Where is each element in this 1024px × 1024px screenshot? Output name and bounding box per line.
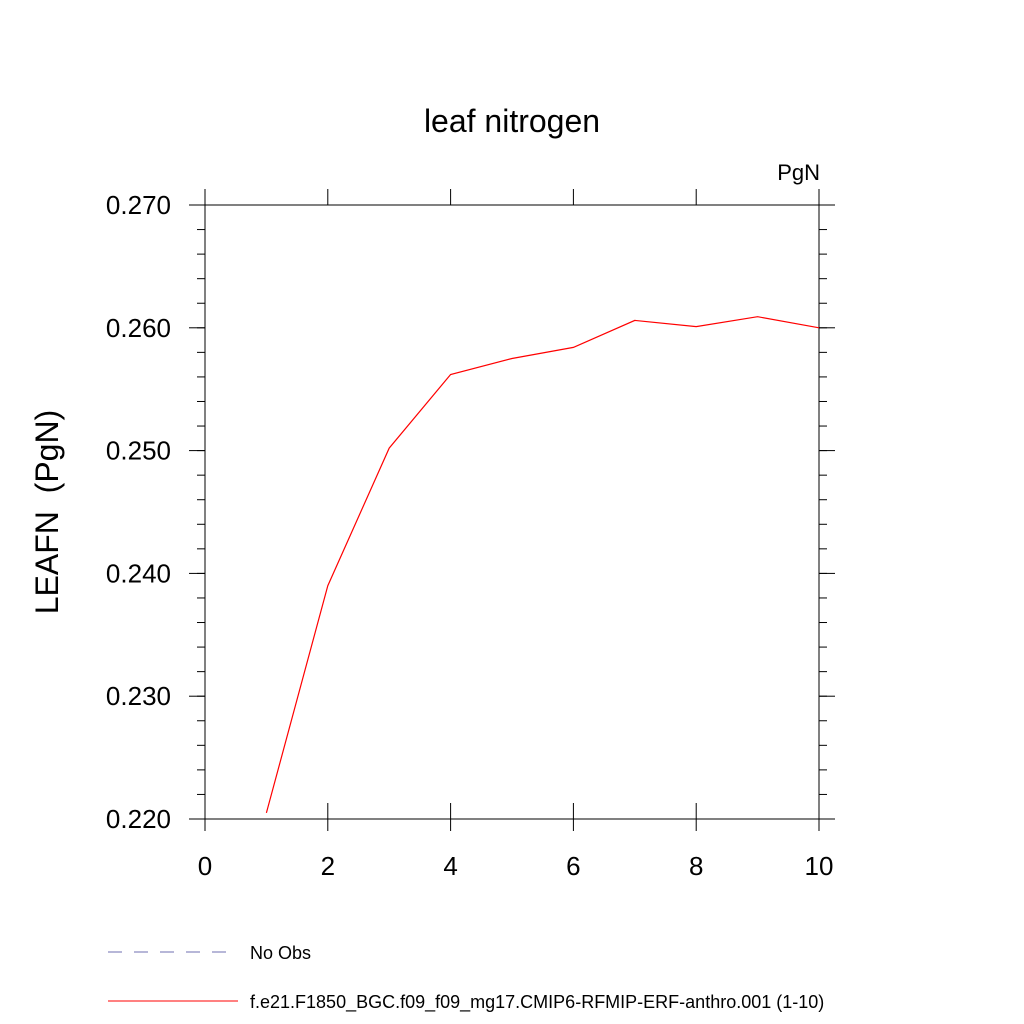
y-tick-label: 0.260	[106, 313, 171, 343]
legend-label-0: No Obs	[250, 943, 311, 963]
y-axis-label: LEAFN (PgN)	[29, 410, 65, 614]
x-tick-label: 10	[805, 851, 834, 881]
x-tick-label: 8	[689, 851, 703, 881]
x-tick-label: 4	[443, 851, 457, 881]
y-tick-label: 0.220	[106, 804, 171, 834]
y-tick-label: 0.230	[106, 681, 171, 711]
x-tick-label: 2	[321, 851, 335, 881]
units-label: PgN	[777, 160, 820, 185]
y-tick-labels: 0.220 0.230 0.240 0.250 0.260 0.270	[106, 190, 171, 834]
plot-frame	[204, 204, 820, 820]
series-lines	[265, 316, 820, 814]
x-tick-label: 0	[198, 851, 212, 881]
chart-title: leaf nitrogen	[424, 103, 600, 139]
y-tick-label: 0.240	[106, 558, 171, 588]
legend-label-1: f.e21.F1850_BGC.f09_f09_mg17.CMIP6-RFMIP…	[250, 992, 824, 1013]
legend: No Obs f.e21.F1850_BGC.f09_f09_mg17.CMIP6…	[108, 943, 824, 1013]
y-tick-label: 0.270	[106, 190, 171, 220]
x-tick-label: 6	[566, 851, 580, 881]
series-line-0	[265, 316, 820, 814]
x-tick-labels: 0 2 4 6 8 10	[198, 851, 834, 881]
y-tick-label: 0.250	[106, 436, 171, 466]
axis-ticks	[189, 189, 835, 831]
